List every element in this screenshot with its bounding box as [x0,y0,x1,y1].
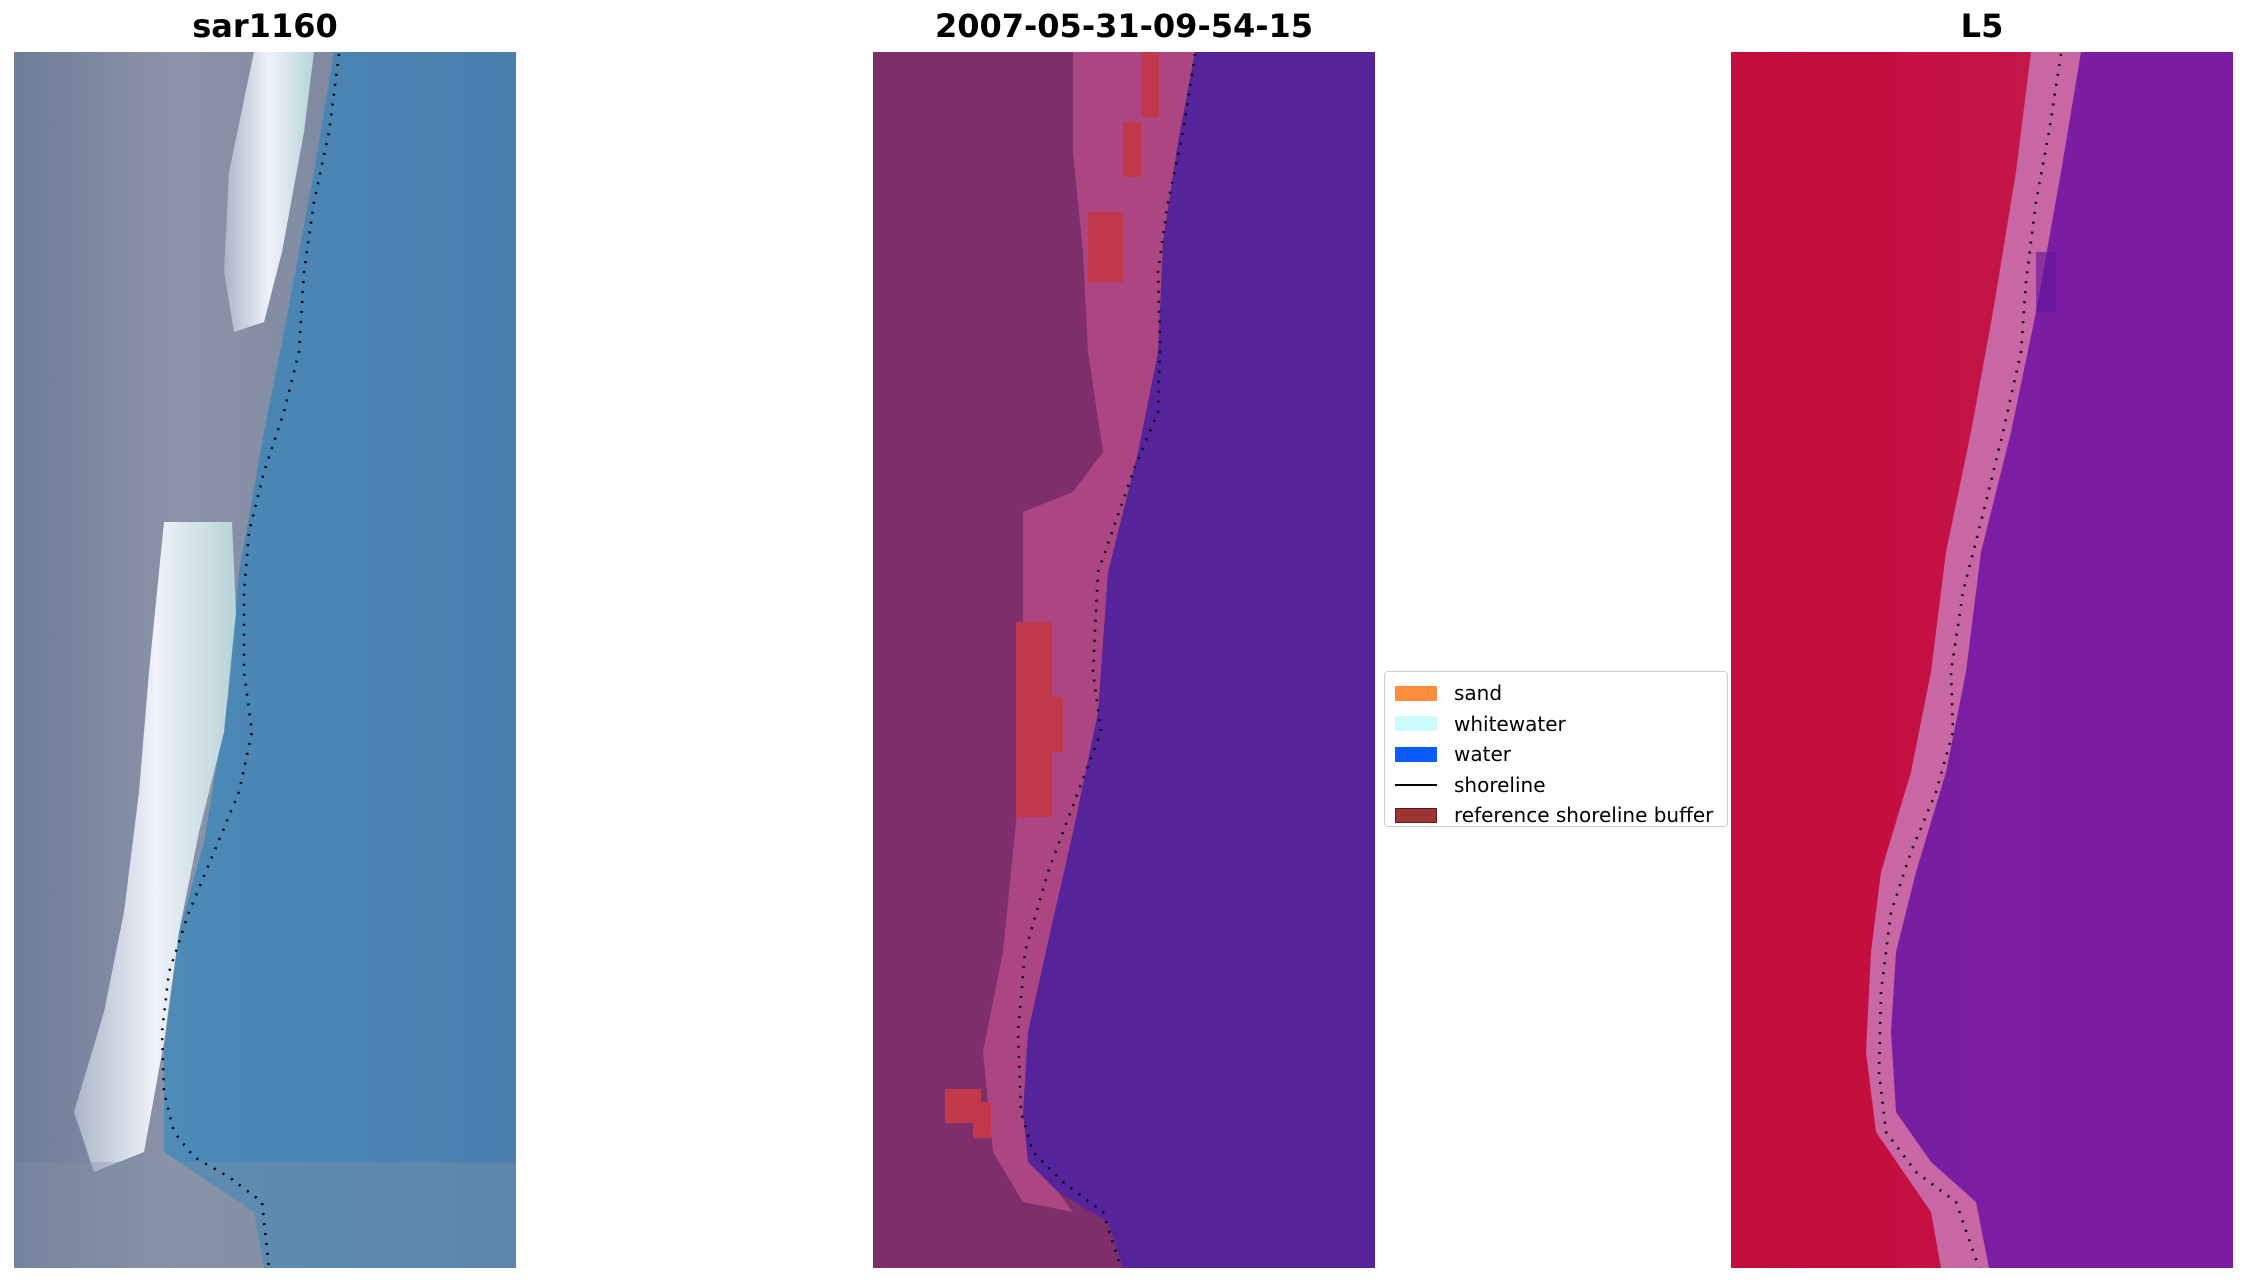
index-image-panel [1731,52,2233,1268]
buffer-block-5 [1043,697,1063,752]
reference-buffer-swatch [1395,807,1437,823]
shoreline [1016,53,1197,1268]
legend-item-whitewater: whitewater [1385,709,1727,740]
legend: sand whitewater water shoreline referenc… [1384,671,1728,827]
shoreline [1877,53,2063,1268]
buffer-block-7 [973,1102,991,1138]
land-index [1731,52,2031,1268]
legend-label-whitewater: whitewater [1454,711,1566,736]
classified-image [873,52,1375,1268]
whitewater-patch-north [224,52,314,332]
legend-label-sand: sand [1454,681,1503,706]
legend-item-reference-buffer: reference shoreline buffer [1385,800,1727,831]
buffer-block-2 [1123,122,1141,177]
legend-label-shoreline: shoreline [1454,772,1546,797]
land-south-strip [14,1162,516,1268]
rgb-image-panel [14,52,516,1268]
sand-transition-class [983,52,1195,1212]
legend-label-water: water [1454,742,1511,767]
legend-item-water: water [1385,739,1727,770]
whitewater-patch-south [74,522,236,1172]
water-swatch [1395,746,1437,762]
shoreline-line-swatch [1395,783,1437,786]
dark-water-patch [2036,252,2056,312]
panel-title-rgb: sar1160 [192,7,338,45]
index-image [1731,52,2233,1268]
legend-item-shoreline: shoreline [1385,770,1727,801]
panel-title-index: L5 [1960,7,2004,45]
whitewater-swatch [1395,716,1437,732]
sand-swatch [1395,685,1437,701]
shoreline [160,53,341,1268]
legend-label-reference-buffer: reference shoreline buffer [1454,803,1714,828]
rgb-image [14,52,516,1268]
classified-image-panel [873,52,1375,1268]
legend-item-sand: sand [1385,678,1727,709]
buffer-block-3 [1088,212,1123,282]
buffer-block-1 [1141,52,1159,117]
panel-title-classified: 2007-05-31-09-54-15 [934,7,1314,45]
